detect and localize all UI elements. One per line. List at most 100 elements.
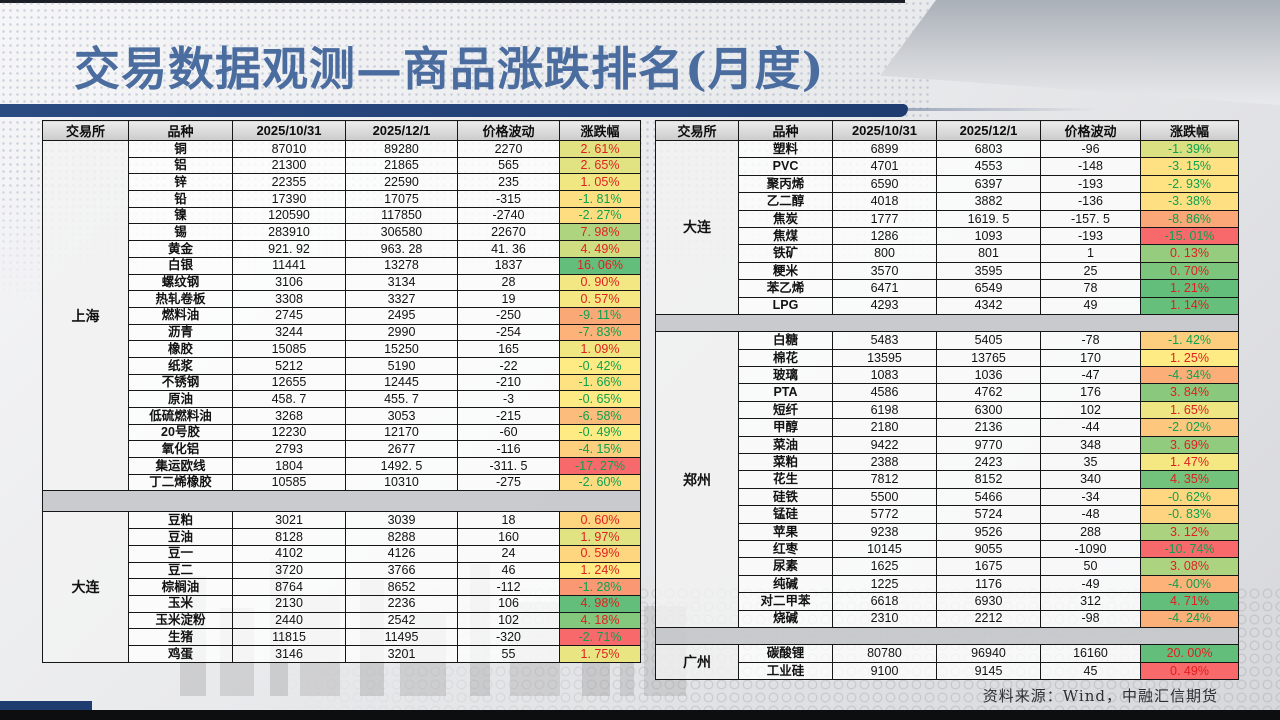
pct-change-cell: -17. 27% — [559, 457, 641, 475]
price-new-cell: 9770 — [936, 435, 1041, 455]
price-old-cell: 1225 — [832, 574, 937, 594]
pct-change-cell: -2. 27% — [559, 206, 641, 225]
column-header: 2025/12/1 — [345, 120, 458, 141]
table-row: 锡 283910 306580 22670 7. 98% — [43, 223, 641, 242]
table-row: 玻璃 1083 1036 -47 -4. 34% — [656, 366, 1239, 385]
pct-change-cell: 3. 69% — [1140, 435, 1239, 455]
price-new-cell: 4553 — [936, 157, 1041, 176]
change-cell: 19 — [457, 290, 560, 308]
table-row: 不锈钢 12655 12445 -210 -1. 66% — [43, 373, 641, 392]
price-old-cell: 5772 — [832, 505, 937, 524]
variety-cell: 原油 — [128, 390, 233, 408]
pct-change-cell: 4. 71% — [1140, 592, 1239, 611]
pct-change-cell: 0. 90% — [559, 273, 641, 292]
price-old-cell: 8764 — [232, 578, 346, 596]
price-old-cell: 4293 — [832, 296, 937, 315]
corner-gradient — [880, 0, 1280, 105]
change-cell: -47 — [1040, 366, 1141, 385]
column-header: 交易所 — [655, 120, 739, 141]
change-cell: -320 — [457, 628, 560, 646]
table-row: 纯碱 1225 1176 -49 -4. 00% — [656, 574, 1239, 594]
variety-cell: 甲醇 — [738, 418, 833, 437]
change-cell: 50 — [1040, 557, 1141, 576]
change-cell: -44 — [1040, 418, 1141, 437]
price-old-cell: 6618 — [832, 592, 937, 611]
table-row: 上海铜 87010 89280 2270 2. 61% — [42, 139, 641, 492]
price-old-cell: 13595 — [832, 348, 937, 368]
pct-change-cell: 1. 14% — [1140, 296, 1239, 315]
price-new-cell: 89280 — [345, 140, 458, 158]
price-new-cell: 4762 — [936, 383, 1041, 402]
table-row: 苹果 9238 9526 288 3. 12% — [656, 522, 1239, 541]
price-old-cell: 4586 — [832, 383, 937, 402]
header-row: 交易所 品种 2025/10/31 2025/12/1 价格波动 涨跌幅 — [42, 120, 641, 141]
price-new-cell: 2990 — [345, 323, 458, 342]
pct-change-cell: 4. 35% — [1140, 470, 1239, 489]
variety-cell: 苯乙烯 — [738, 279, 833, 298]
table-row: 尿素 1625 1675 50 3. 08% — [656, 557, 1239, 576]
table-row: 螺纹钢 3106 3134 28 0. 90% — [43, 273, 641, 292]
price-old-cell: 3244 — [232, 323, 346, 342]
price-new-cell: 3039 — [345, 511, 458, 530]
pct-change-cell: 1. 24% — [559, 561, 641, 580]
price-new-cell: 6803 — [936, 139, 1041, 159]
price-new-cell: 6549 — [936, 279, 1041, 298]
pct-change-cell: 0. 13% — [1140, 244, 1239, 263]
variety-cell: 低硫燃料油 — [128, 407, 233, 425]
variety-cell: 乙二醇 — [738, 192, 833, 211]
variety-cell: 玻璃 — [738, 366, 833, 385]
price-old-cell: 12655 — [232, 373, 346, 392]
price-new-cell: 6930 — [936, 592, 1041, 611]
change-cell: 565 — [457, 156, 560, 175]
variety-cell: 对二甲苯 — [738, 592, 833, 611]
table-row: 乙二醇 4018 3882 -136 -3. 38% — [656, 192, 1239, 211]
pct-change-cell: 16. 06% — [559, 256, 641, 275]
price-old-cell: 6198 — [832, 400, 937, 420]
table-row: 锰硅 5772 5724 -48 -0. 83% — [656, 505, 1239, 524]
variety-cell: 黄金 — [128, 240, 233, 258]
exchange-label: 大连 — [42, 511, 129, 663]
pct-change-cell: -3. 15% — [1140, 157, 1239, 176]
variety-cell: 沥青 — [128, 323, 233, 342]
change-cell: -148 — [1040, 157, 1141, 176]
table-row: 红枣 10145 9055 -1090 -10. 74% — [656, 539, 1239, 559]
pct-change-cell: 0. 49% — [1140, 661, 1239, 681]
pct-change-cell: 3. 84% — [1140, 383, 1239, 402]
pct-change-cell: -7. 83% — [559, 323, 641, 342]
price-new-cell: 3201 — [345, 644, 458, 663]
price-new-cell: 1036 — [936, 366, 1041, 385]
table-row: 丁二烯橡胶 10585 10310 -275 -2. 60% — [43, 473, 641, 492]
table-row: 聚丙烯 6590 6397 -193 -2. 93% — [656, 174, 1239, 194]
table-row: 花生 7812 8152 340 4. 35% — [656, 470, 1239, 489]
pct-change-cell: 1. 25% — [1140, 348, 1239, 368]
section-gap — [655, 313, 1239, 333]
change-cell: -2740 — [457, 206, 560, 225]
price-new-cell: 5190 — [345, 356, 458, 375]
price-old-cell: 2310 — [832, 609, 937, 628]
column-header: 交易所 — [42, 120, 129, 141]
price-new-cell: 2212 — [936, 609, 1041, 628]
price-old-cell: 283910 — [232, 223, 346, 242]
pct-change-cell: 3. 12% — [1140, 522, 1239, 541]
table-row: 甲醇 2180 2136 -44 -2. 02% — [656, 418, 1239, 437]
change-cell: -48 — [1040, 505, 1141, 524]
price-new-cell: 5466 — [936, 487, 1041, 507]
price-old-cell: 4701 — [832, 157, 937, 176]
variety-cell: 不锈钢 — [128, 373, 233, 392]
table-row: 生猪 11815 11495 -320 -2. 71% — [43, 628, 641, 646]
change-cell: 25 — [1040, 261, 1141, 281]
price-new-cell: 5724 — [936, 505, 1041, 524]
header-row: 交易所 品种 2025/10/31 2025/12/1 价格波动 涨跌幅 — [655, 120, 1239, 141]
change-cell: 2270 — [457, 140, 560, 158]
table-row: 菜油 9422 9770 348 3. 69% — [656, 435, 1239, 455]
table-row: 黄金 921. 92 963. 28 41. 36 4. 49% — [43, 240, 641, 258]
table-row: 燃料油 2745 2495 -250 -9. 11% — [43, 306, 641, 325]
variety-cell: 氧化铝 — [128, 440, 233, 459]
pct-change-cell: 2. 61% — [559, 140, 641, 158]
variety-cell: 花生 — [738, 470, 833, 489]
change-cell: 22670 — [457, 223, 560, 242]
variety-cell: 铜 — [128, 140, 233, 158]
price-old-cell: 6471 — [832, 279, 937, 298]
price-old-cell: 5212 — [232, 356, 346, 375]
table-row: 低硫燃料油 3268 3053 -215 -6. 58% — [43, 407, 641, 425]
